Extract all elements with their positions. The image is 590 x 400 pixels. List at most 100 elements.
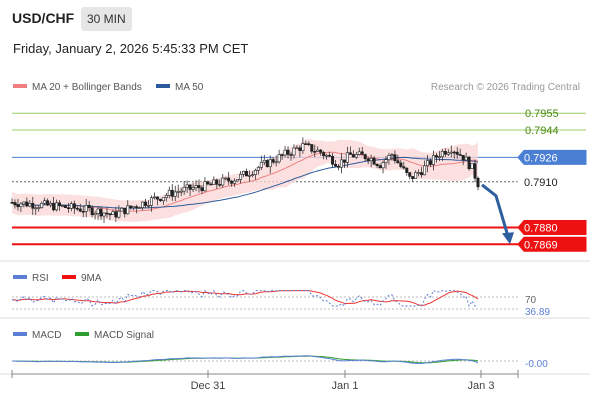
level-badge-pivot-2: 0.7926 — [517, 149, 587, 165]
candle — [13, 199, 17, 209]
candle — [283, 145, 287, 158]
candle-body-up — [34, 207, 38, 210]
candle — [185, 180, 189, 193]
candle-body-up — [387, 154, 391, 160]
candle — [150, 195, 154, 212]
candle-body-up — [381, 162, 385, 169]
candle-body-up — [292, 147, 296, 156]
candle-body-up — [354, 154, 358, 158]
candle — [253, 168, 257, 180]
candle — [369, 154, 373, 168]
candle — [123, 208, 127, 218]
candle — [339, 153, 343, 174]
candle-body-down — [63, 205, 67, 209]
currency-pair-title: USD/CHF — [12, 10, 75, 26]
candle-body-up — [369, 157, 373, 162]
candle-body-down — [271, 159, 275, 163]
candle — [206, 180, 210, 186]
level-badge-bg-4 — [517, 220, 587, 236]
timeframe-badge[interactable]: 30 MIN — [81, 7, 132, 31]
candle — [467, 155, 471, 171]
candle-body-up — [179, 190, 183, 193]
candle-body-up — [55, 202, 59, 211]
candle — [423, 160, 427, 176]
level-label-4: 0.7880 — [524, 223, 558, 235]
candle-body-up — [182, 186, 186, 192]
candle — [28, 200, 32, 208]
rsi-legend: RSI 9MA — [13, 273, 102, 284]
candle-body-down — [105, 212, 109, 215]
candle — [316, 146, 320, 152]
level-badge-support-4: 0.7880 — [517, 220, 587, 236]
candle-body-down — [75, 207, 79, 210]
arrow-head — [502, 232, 514, 245]
candle-body-up — [194, 185, 198, 189]
candle — [96, 207, 100, 220]
candle-body-down — [158, 198, 162, 202]
candle — [218, 179, 222, 188]
candle — [72, 200, 76, 214]
candle-body-down — [25, 201, 29, 207]
rsi-line — [11, 289, 478, 308]
candle-body-up — [239, 173, 243, 180]
candle — [434, 152, 438, 163]
candle — [414, 170, 418, 179]
candle-body-down — [411, 176, 415, 179]
candle-body-down — [215, 179, 219, 185]
candle — [313, 144, 317, 158]
candle-body-up — [423, 165, 427, 176]
candle-body-down — [13, 202, 17, 206]
level-badge-bg-5 — [517, 236, 587, 252]
candle-body-down — [227, 177, 231, 182]
candle-body-down — [286, 149, 290, 155]
candle-body-up — [431, 155, 435, 165]
candle-body-down — [81, 210, 85, 213]
candle — [173, 185, 177, 202]
candle-body-up — [150, 197, 154, 206]
candle — [342, 159, 346, 169]
candle-body-up — [339, 159, 343, 168]
candle-body-down — [473, 163, 477, 179]
ma50-legend-label: MA 50 — [175, 82, 204, 93]
rsi-9ma-legend-swatch — [62, 275, 76, 279]
candle-body-up — [96, 208, 100, 214]
candle-body-up — [414, 172, 418, 179]
candle-body-down — [99, 208, 103, 217]
candle-body-up — [60, 205, 64, 207]
candle — [197, 179, 201, 193]
main-legend: MA 20 + Bollinger Bands MA 50 — [13, 82, 204, 93]
candle — [69, 201, 73, 212]
candle — [476, 176, 480, 191]
candle-body-up — [152, 196, 156, 199]
candle-body-up — [147, 205, 151, 207]
candle — [144, 198, 148, 209]
candle-body-down — [52, 202, 56, 211]
candle-body-down — [313, 151, 317, 153]
candle-body-down — [66, 207, 70, 210]
candle-body-down — [408, 172, 412, 177]
bollinger-band — [12, 138, 478, 222]
candle-body-down — [348, 152, 352, 155]
candle — [348, 146, 352, 155]
candle — [301, 137, 305, 154]
candle — [81, 206, 85, 218]
candle-body-up — [120, 208, 124, 212]
candle-body-up — [449, 151, 453, 154]
candle — [310, 144, 314, 154]
candle-body-down — [328, 154, 332, 157]
rsi-legend-label: RSI — [32, 273, 49, 284]
candle-body-down — [230, 180, 234, 184]
candle — [31, 196, 35, 215]
candle — [328, 151, 332, 157]
candle-body-up — [203, 181, 207, 192]
candle — [239, 171, 243, 184]
candle-body-up — [446, 152, 450, 155]
candle-body-down — [399, 162, 403, 167]
candle — [393, 150, 397, 164]
candle — [164, 192, 168, 202]
candle-body-down — [280, 154, 284, 156]
candle — [268, 155, 272, 174]
candle-body-down — [458, 154, 462, 156]
candle — [182, 180, 186, 195]
candle-body-down — [72, 203, 76, 209]
